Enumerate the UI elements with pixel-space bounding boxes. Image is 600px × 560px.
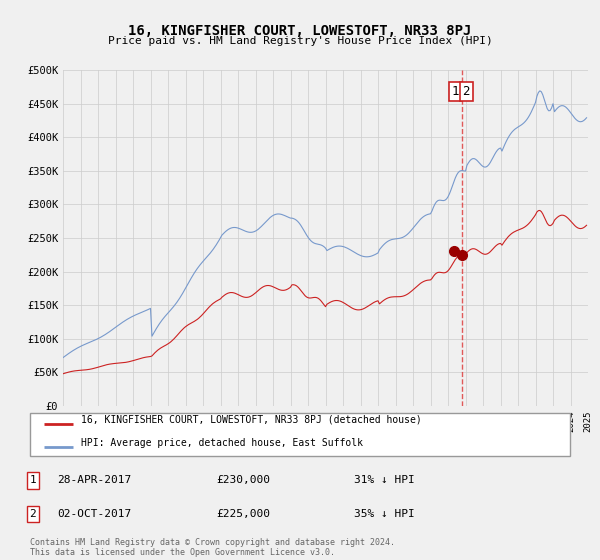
Text: 1: 1 <box>29 475 37 486</box>
Text: 02-OCT-2017: 02-OCT-2017 <box>57 509 131 519</box>
Text: 16, KINGFISHER COURT, LOWESTOFT, NR33 8PJ (detached house): 16, KINGFISHER COURT, LOWESTOFT, NR33 8P… <box>82 415 422 425</box>
Text: 2: 2 <box>29 509 37 519</box>
Text: HPI: Average price, detached house, East Suffolk: HPI: Average price, detached house, East… <box>82 438 364 448</box>
Text: 28-APR-2017: 28-APR-2017 <box>57 475 131 486</box>
Text: 2: 2 <box>463 85 470 98</box>
FancyBboxPatch shape <box>30 413 570 456</box>
Text: 35% ↓ HPI: 35% ↓ HPI <box>354 509 415 519</box>
Text: 31% ↓ HPI: 31% ↓ HPI <box>354 475 415 486</box>
Text: 16, KINGFISHER COURT, LOWESTOFT, NR33 8PJ: 16, KINGFISHER COURT, LOWESTOFT, NR33 8P… <box>128 24 472 38</box>
Text: £230,000: £230,000 <box>216 475 270 486</box>
Text: Price paid vs. HM Land Registry's House Price Index (HPI): Price paid vs. HM Land Registry's House … <box>107 36 493 46</box>
Text: Contains HM Land Registry data © Crown copyright and database right 2024.
This d: Contains HM Land Registry data © Crown c… <box>30 538 395 557</box>
Text: 1: 1 <box>452 85 460 98</box>
Text: £225,000: £225,000 <box>216 509 270 519</box>
